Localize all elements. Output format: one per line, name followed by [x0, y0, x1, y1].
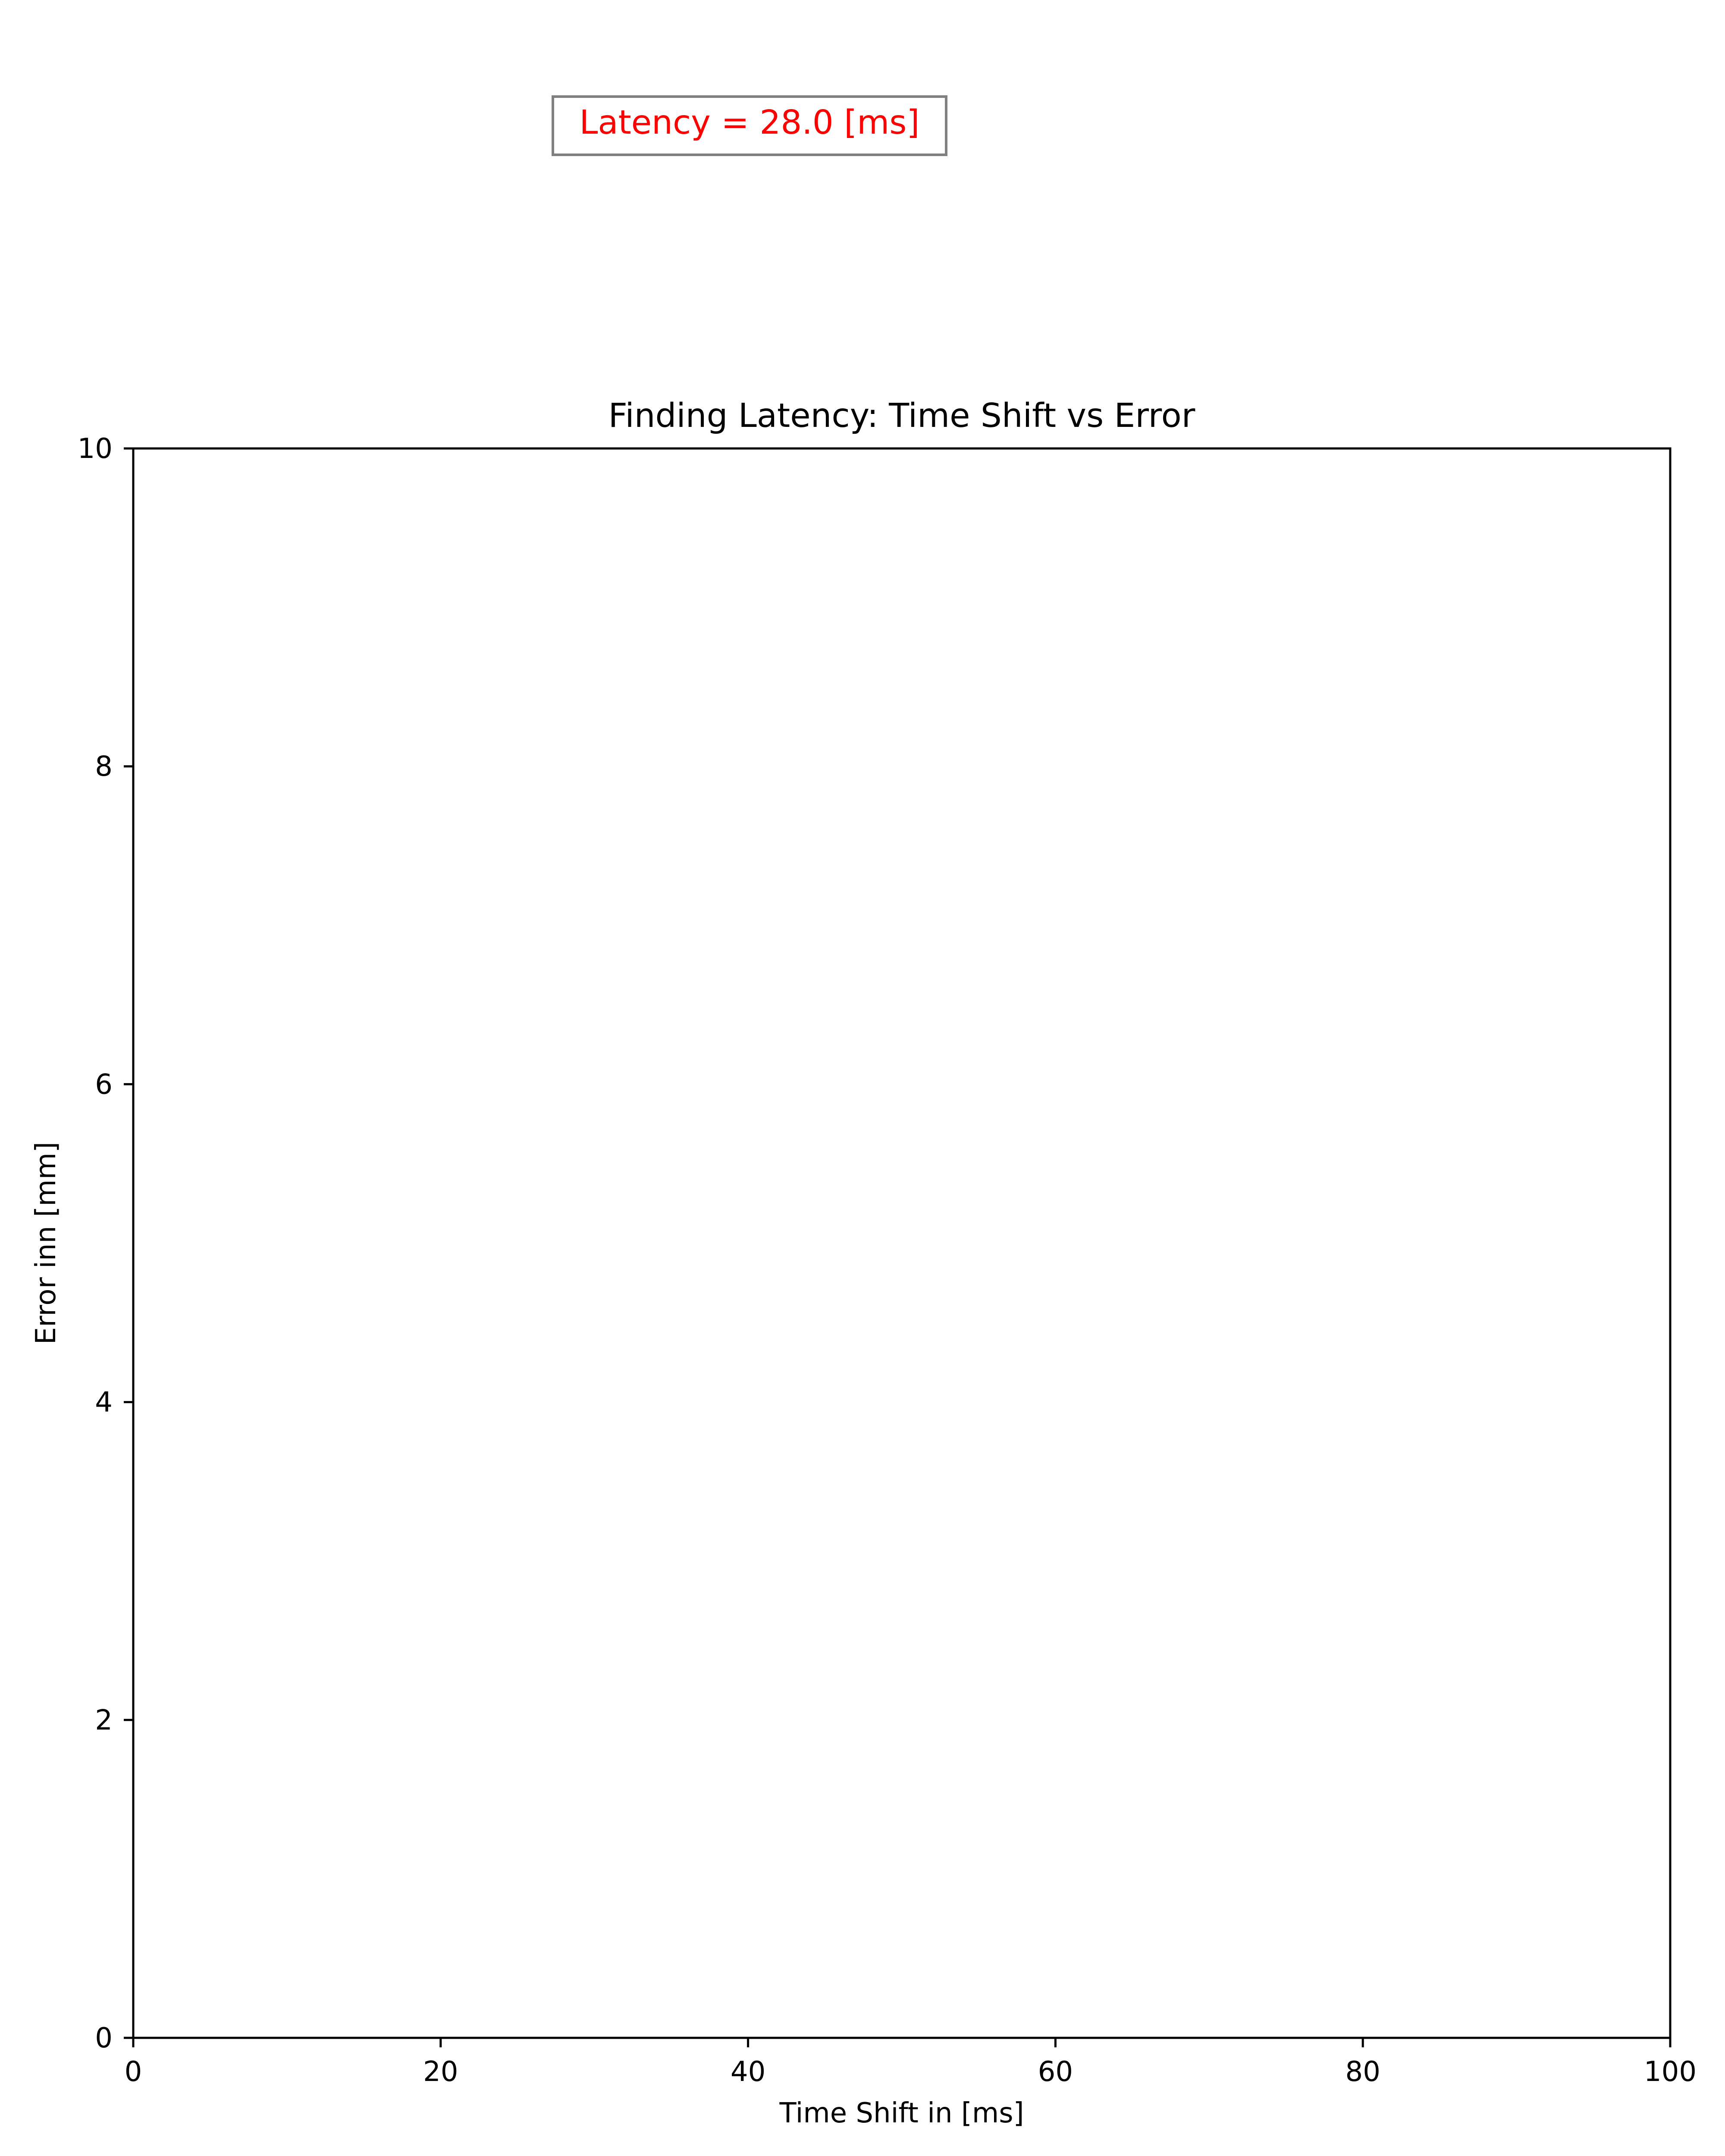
y-tick-label: 4 — [95, 1387, 113, 1419]
x-tick-label: 20 — [423, 2056, 458, 2088]
y-tick-label: 8 — [95, 751, 113, 783]
x-tick-label: 0 — [125, 2056, 142, 2088]
x-tick-label: 60 — [1038, 2056, 1073, 2088]
plot-area — [132, 447, 1672, 2039]
x-tick-label: 100 — [1644, 2056, 1697, 2088]
x-axis-label: Time Shift in [ms] — [779, 2097, 1024, 2129]
x-tick-label: 80 — [1345, 2056, 1380, 2088]
chart-title: Finding Latency: Time Shift vs Error — [608, 397, 1195, 435]
x-tick-label: 40 — [731, 2056, 765, 2088]
latency-annotation-text: Latency = 28.0 [ms] — [580, 103, 920, 142]
y-axis-label: Error inn [mm] — [30, 1142, 62, 1344]
latency-annotation-box — [552, 95, 947, 156]
y-tick-label: 6 — [95, 1069, 113, 1100]
y-tick-label: 2 — [95, 1705, 113, 1736]
y-tick-label: 0 — [95, 2022, 113, 2054]
latency-annotation: Latency = 28.0 [ms] — [552, 95, 947, 156]
y-tick-label: 10 — [78, 433, 113, 465]
x-axis-ticks: 0 20 40 60 80 100 — [125, 2038, 1697, 2088]
y-axis-ticks: 0 2 4 6 8 10 — [78, 433, 133, 2054]
